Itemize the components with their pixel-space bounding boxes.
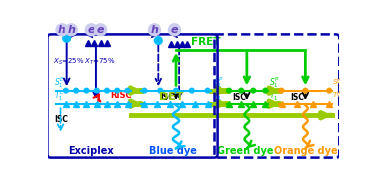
Circle shape <box>158 88 163 93</box>
Circle shape <box>279 88 284 93</box>
Circle shape <box>174 88 178 93</box>
Circle shape <box>142 88 147 93</box>
Circle shape <box>125 88 130 93</box>
Text: $X_T$=75%: $X_T$=75% <box>84 57 115 67</box>
Text: $T_1^P$: $T_1^P$ <box>332 90 342 103</box>
Text: $S_1^P$: $S_1^P$ <box>332 77 342 90</box>
Text: $T_1^E$: $T_1^E$ <box>54 88 65 103</box>
Circle shape <box>84 88 89 93</box>
Text: $S_1^P$: $S_1^P$ <box>213 75 224 90</box>
Text: e: e <box>88 25 95 35</box>
Text: h: h <box>150 25 158 35</box>
Circle shape <box>205 88 210 93</box>
Text: $S_1^E$: $S_1^E$ <box>54 75 65 90</box>
Circle shape <box>94 88 99 93</box>
Text: ISC: ISC <box>161 93 175 102</box>
Text: ISC: ISC <box>291 93 305 102</box>
Text: RISC: RISC <box>110 91 132 100</box>
Text: ISC: ISC <box>54 115 68 124</box>
Circle shape <box>227 88 231 93</box>
Text: $T_1^P$: $T_1^P$ <box>269 88 280 103</box>
Circle shape <box>239 88 243 93</box>
Text: Orange dye: Orange dye <box>274 146 337 156</box>
Text: $X_S$=25%: $X_S$=25% <box>53 57 84 67</box>
Circle shape <box>105 88 109 93</box>
Circle shape <box>303 88 308 93</box>
Text: Blue dye: Blue dye <box>149 146 197 156</box>
Circle shape <box>64 88 68 93</box>
Text: $T_1^P$: $T_1^P$ <box>213 88 223 103</box>
Circle shape <box>263 88 268 93</box>
Text: ISC: ISC <box>232 93 246 102</box>
Circle shape <box>155 37 162 44</box>
Circle shape <box>63 34 71 42</box>
Text: Green dye: Green dye <box>217 146 274 156</box>
Circle shape <box>115 88 119 93</box>
Text: $S_1^P$: $S_1^P$ <box>269 75 280 90</box>
Circle shape <box>189 88 194 93</box>
Text: h: h <box>58 25 66 35</box>
Text: Exciplex: Exciplex <box>68 146 113 156</box>
Circle shape <box>74 88 79 93</box>
Text: DET: DET <box>159 92 184 102</box>
Circle shape <box>251 88 256 93</box>
Text: e: e <box>97 25 104 35</box>
Text: h: h <box>67 25 75 35</box>
Circle shape <box>327 88 332 93</box>
Text: e: e <box>171 25 178 35</box>
Text: FRET: FRET <box>191 37 221 47</box>
